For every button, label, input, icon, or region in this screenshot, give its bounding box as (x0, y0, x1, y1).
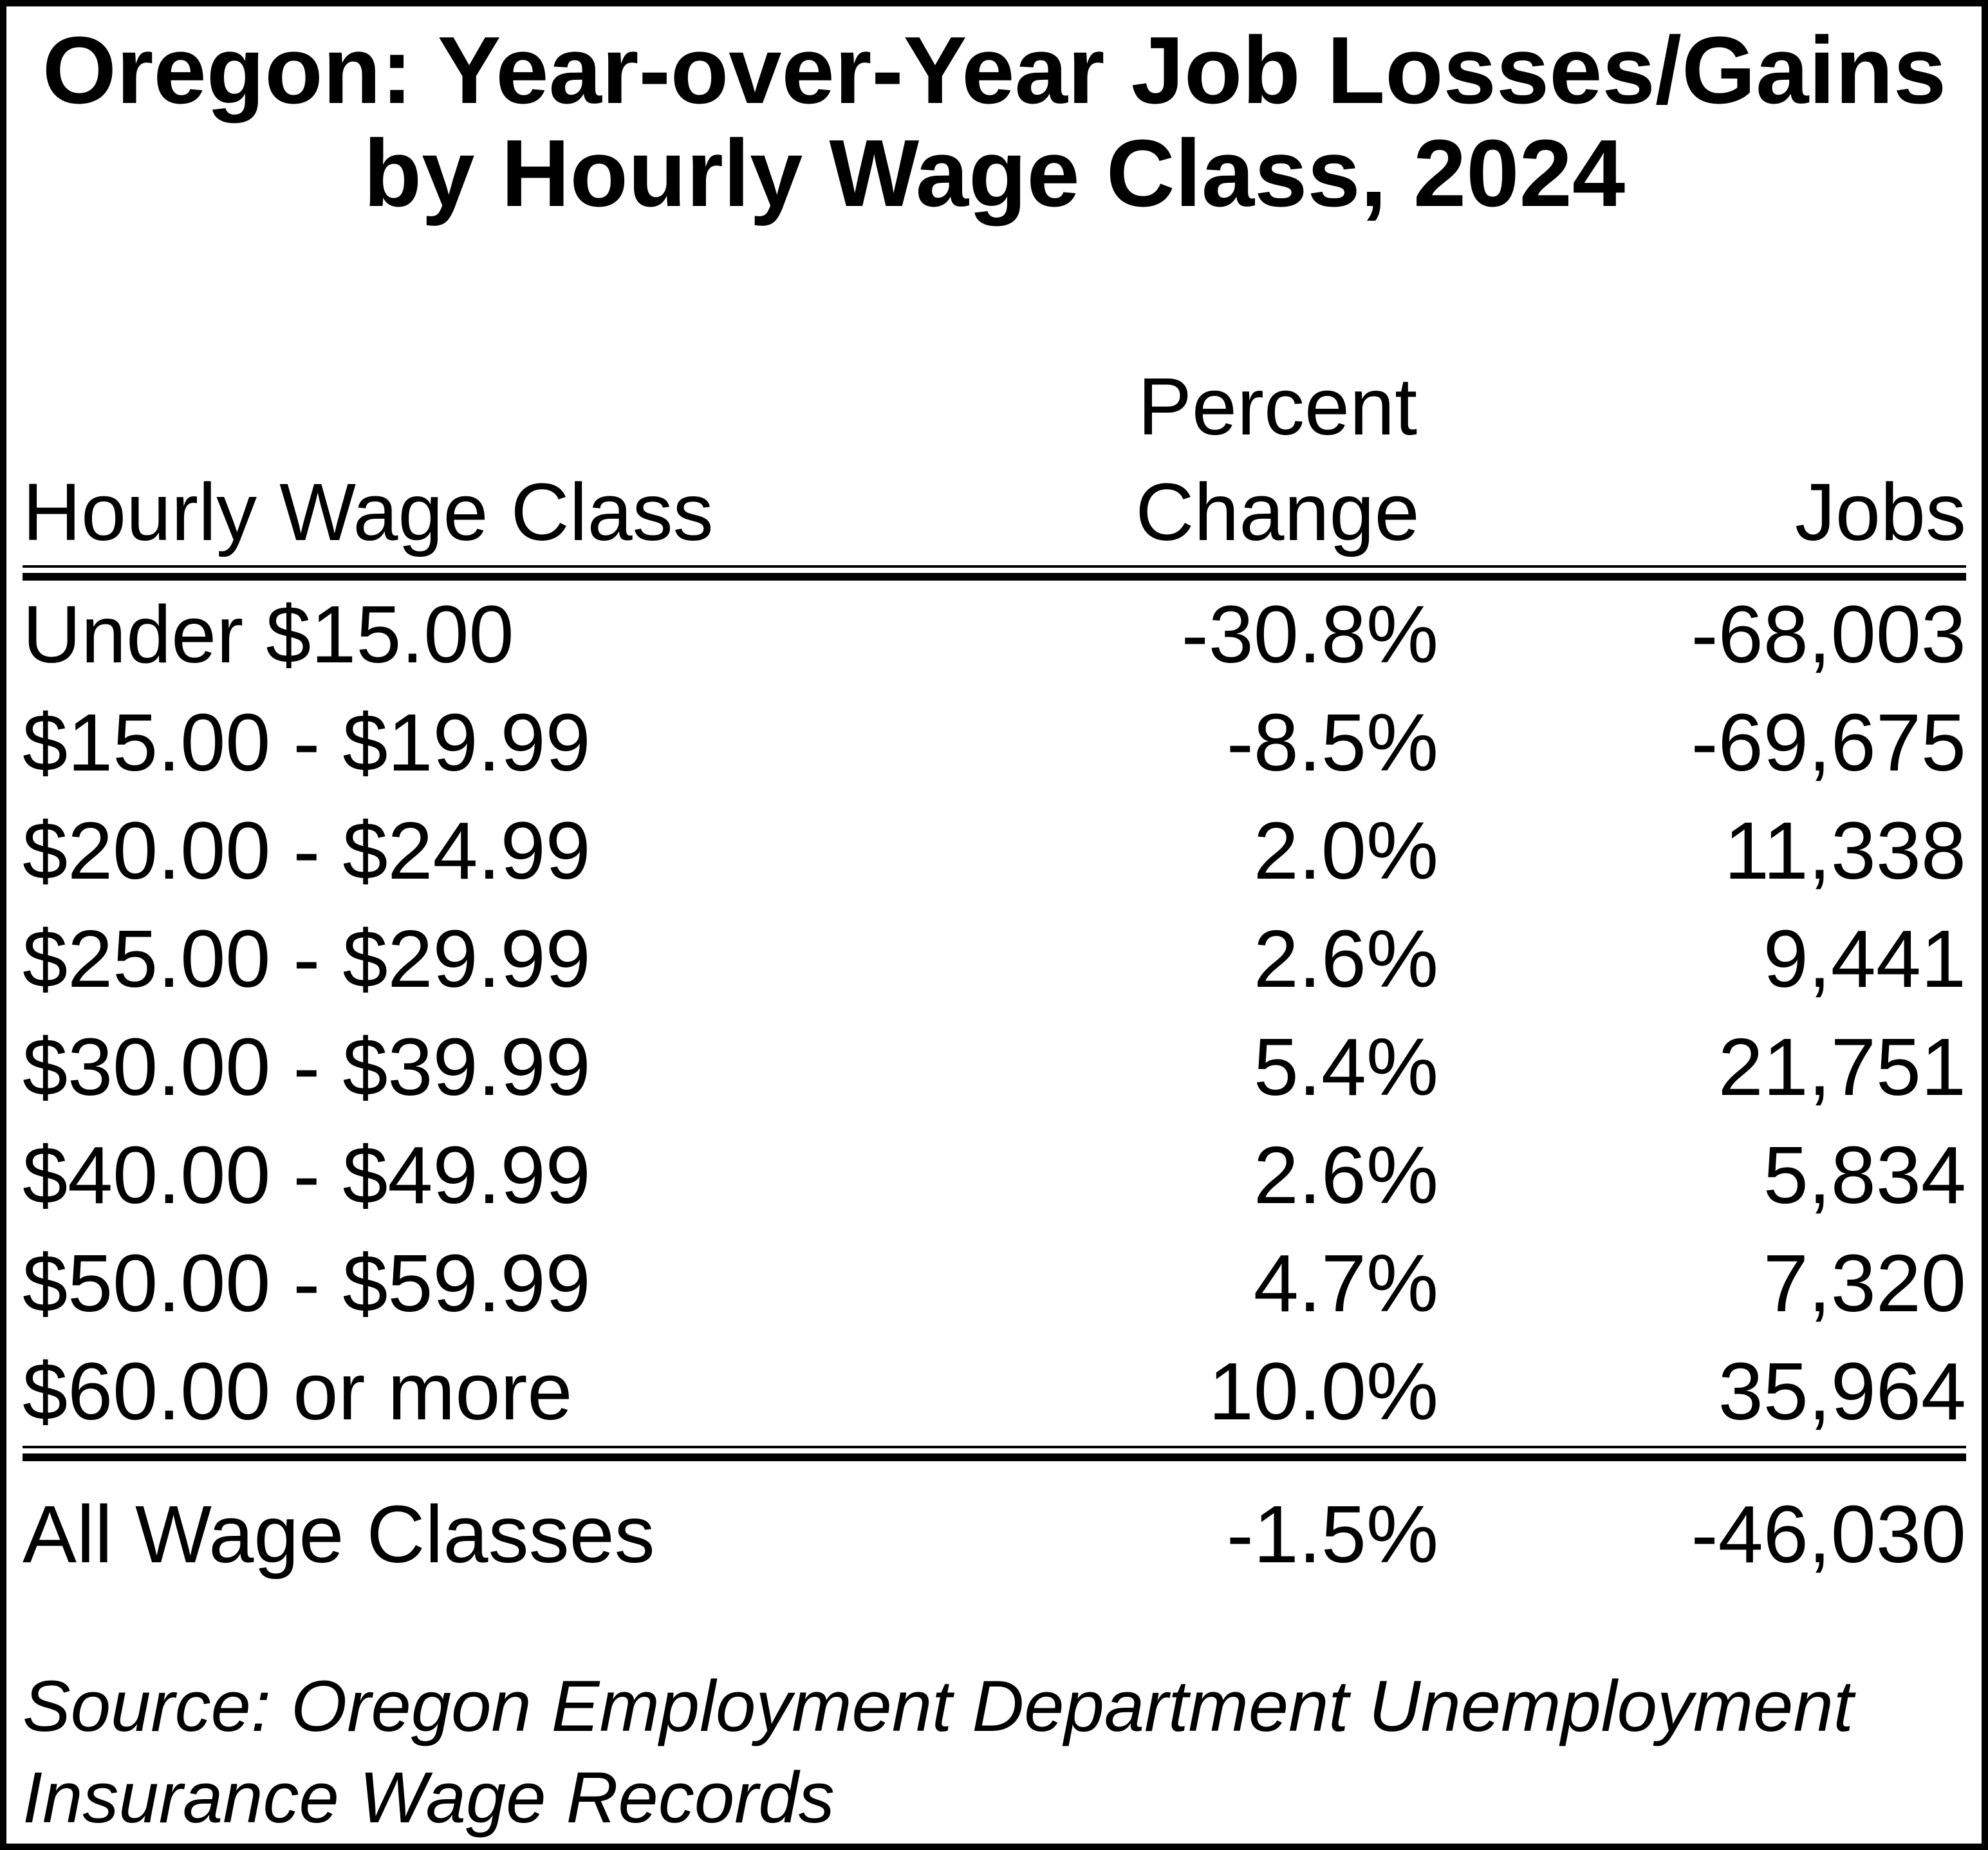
data-table: Under $15.00 -30.8% -68,003 $15.00 - $19… (23, 581, 1966, 1446)
wage-class-cell: $40.00 - $49.99 (23, 1130, 591, 1220)
jobs-cell: 9,441 (1763, 913, 1966, 1004)
table-row: $25.00 - $29.99 2.6% 9,441 (23, 905, 1966, 1013)
jobs-cell: 5,834 (1763, 1130, 1966, 1220)
header-spacer-right (1438, 354, 1966, 460)
percent-change-cell: 10.0% (1208, 1346, 1438, 1437)
table-row: $60.00 or more 10.0% 35,964 (23, 1338, 1966, 1446)
wage-class-cell: $15.00 - $19.99 (23, 697, 591, 788)
total-jobs-cell: -46,030 (1691, 1489, 1966, 1580)
jobs-cell: -69,675 (1691, 697, 1966, 788)
page-title: Oregon: Year-over-Year Job Losses/Gains … (23, 19, 1966, 225)
total-wage-class-cell: All Wage Classes (23, 1489, 655, 1580)
header-percent-line2: Change (1135, 467, 1420, 557)
percent-change-cell: 2.6% (1253, 1130, 1438, 1220)
header-wage-class: Hourly Wage Class (23, 467, 714, 557)
source-line-2: Insurance Wage Records (23, 1757, 835, 1838)
header-table: Percent Hourly Wage Class Change Jobs (23, 354, 1966, 565)
table-row: $40.00 - $49.99 2.6% 5,834 (23, 1121, 1966, 1229)
percent-change-cell: -30.8% (1181, 589, 1438, 680)
table-row: $20.00 - $24.99 2.0% 11,338 (23, 797, 1966, 905)
header-jobs: Jobs (1794, 467, 1966, 557)
header-row-main: Hourly Wage Class Change Jobs (23, 460, 1966, 565)
wage-class-cell: $30.00 - $39.99 (23, 1022, 591, 1112)
jobs-cell: 7,320 (1763, 1238, 1966, 1329)
percent-change-cell: 4.7% (1253, 1238, 1438, 1329)
percent-change-cell: 2.6% (1253, 913, 1438, 1004)
source-line-1: Source: Oregon Employment Department Une… (23, 1666, 1853, 1746)
percent-change-cell: -8.5% (1226, 697, 1438, 788)
total-table: All Wage Classes -1.5% -46,030 (23, 1479, 1966, 1590)
wage-class-cell: $60.00 or more (23, 1346, 573, 1437)
total-row: All Wage Classes -1.5% -46,030 (23, 1479, 1966, 1590)
jobs-cell: 21,751 (1718, 1022, 1966, 1112)
total-percent-change-cell: -1.5% (1226, 1489, 1438, 1580)
title-line-2: by Hourly Wage Class, 2024 (363, 120, 1626, 227)
header-spacer-left (23, 354, 1117, 460)
title-line-1: Oregon: Year-over-Year Job Losses/Gains (42, 17, 1947, 124)
jobs-cell: -68,003 (1691, 589, 1966, 680)
table-row: $50.00 - $59.99 4.7% 7,320 (23, 1229, 1966, 1338)
table-row: $30.00 - $39.99 5.4% 21,751 (23, 1013, 1966, 1121)
percent-change-cell: 2.0% (1253, 805, 1438, 896)
wage-class-cell: $50.00 - $59.99 (23, 1238, 591, 1329)
section-divider-top (23, 565, 1966, 581)
table-row: Under $15.00 -30.8% -68,003 (23, 581, 1966, 689)
wage-class-cell: $25.00 - $29.99 (23, 913, 591, 1004)
table-row: $15.00 - $19.99 -8.5% -69,675 (23, 689, 1966, 797)
jobs-cell: 35,964 (1718, 1346, 1966, 1437)
source-note: Source: Oregon Employment Department Une… (23, 1661, 1966, 1844)
header-percent-line1: Percent (1137, 361, 1418, 452)
wage-class-cell: Under $15.00 (23, 589, 514, 680)
header-row-percent: Percent (23, 354, 1966, 460)
jobs-cell: 11,338 (1723, 805, 1966, 896)
section-divider-bottom (23, 1446, 1966, 1461)
percent-change-cell: 5.4% (1253, 1022, 1438, 1112)
wage-class-cell: $20.00 - $24.99 (23, 805, 591, 896)
